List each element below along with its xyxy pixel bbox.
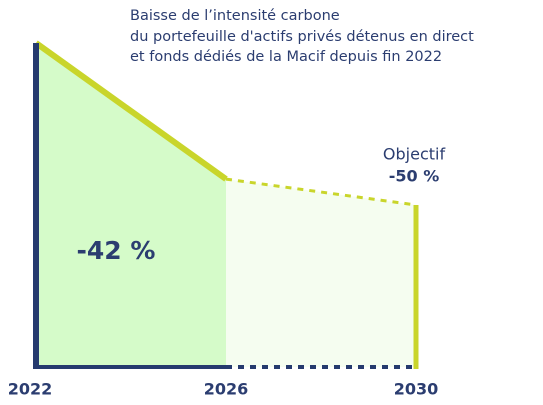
chart-title: Baisse de l’intensité carbone — [130, 8, 340, 24]
x-tick-label: 2022 — [8, 380, 53, 399]
value-label: -42 % — [77, 236, 156, 265]
chart-title: et fonds dédiés de la Macif depuis fin 2… — [130, 49, 442, 65]
value-label: -50 % — [389, 167, 440, 186]
area-fill — [36, 43, 226, 367]
chart-title: du portefeuille d'actifs privés détenus … — [130, 29, 474, 45]
x-tick-label: 2030 — [394, 380, 439, 399]
annotation: Objectif — [383, 145, 446, 164]
line-segment — [225, 177, 417, 207]
x-tick-label: 2026 — [204, 380, 249, 399]
line-segment — [34, 40, 228, 182]
area-fill — [226, 179, 416, 367]
